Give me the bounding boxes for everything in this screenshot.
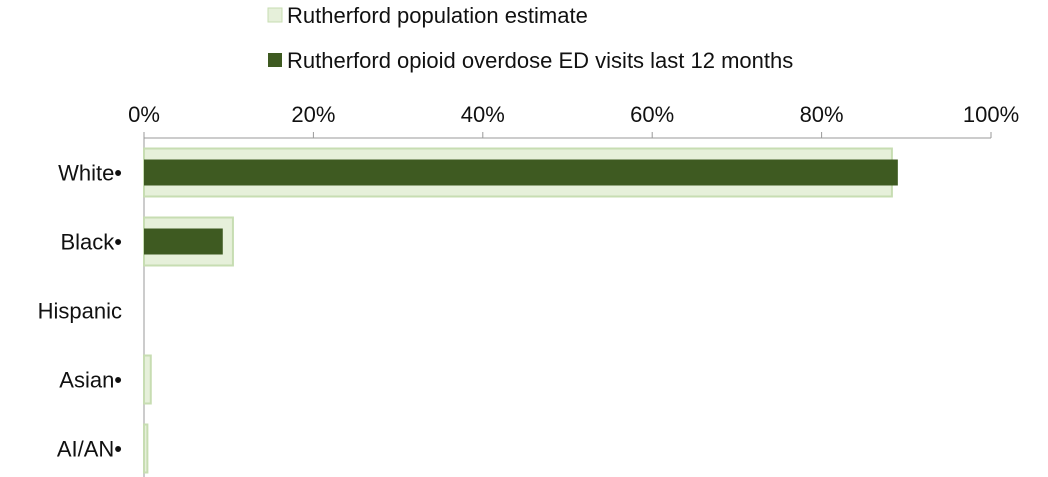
x-tick-label: 100% bbox=[963, 102, 1019, 127]
bar-population bbox=[143, 423, 149, 474]
legend-label-population: Rutherford population estimate bbox=[287, 3, 588, 28]
x-axis: 0% 20% 40% 60% 80% 100% bbox=[128, 102, 1019, 139]
category-label: Black• bbox=[61, 230, 123, 255]
y-axis: White• Black• Hispanic Asian• AI/AN• bbox=[38, 138, 145, 477]
legend-swatch-population bbox=[267, 7, 283, 23]
bar-ed-visits bbox=[144, 159, 898, 186]
bar-ed-visits bbox=[144, 228, 223, 255]
x-tick-label: 60% bbox=[630, 102, 674, 127]
category-label: Asian• bbox=[59, 368, 122, 393]
category-label: White• bbox=[58, 161, 122, 186]
x-tick-label: 40% bbox=[461, 102, 505, 127]
legend-item-population: Rutherford population estimate bbox=[267, 3, 588, 28]
bar-population bbox=[143, 354, 152, 405]
x-tick-label: 80% bbox=[800, 102, 844, 127]
legend: Rutherford population estimate Rutherfor… bbox=[267, 3, 793, 73]
x-tick-label: 20% bbox=[291, 102, 335, 127]
legend-swatch-ed-visits bbox=[268, 53, 282, 67]
category-label: Hispanic bbox=[38, 299, 122, 324]
x-tick-label: 0% bbox=[128, 102, 160, 127]
category-label: AI/AN• bbox=[57, 437, 122, 462]
legend-item-ed-visits: Rutherford opioid overdose ED visits las… bbox=[268, 48, 793, 73]
bars bbox=[143, 147, 898, 474]
legend-label-ed-visits: Rutherford opioid overdose ED visits las… bbox=[287, 48, 793, 73]
